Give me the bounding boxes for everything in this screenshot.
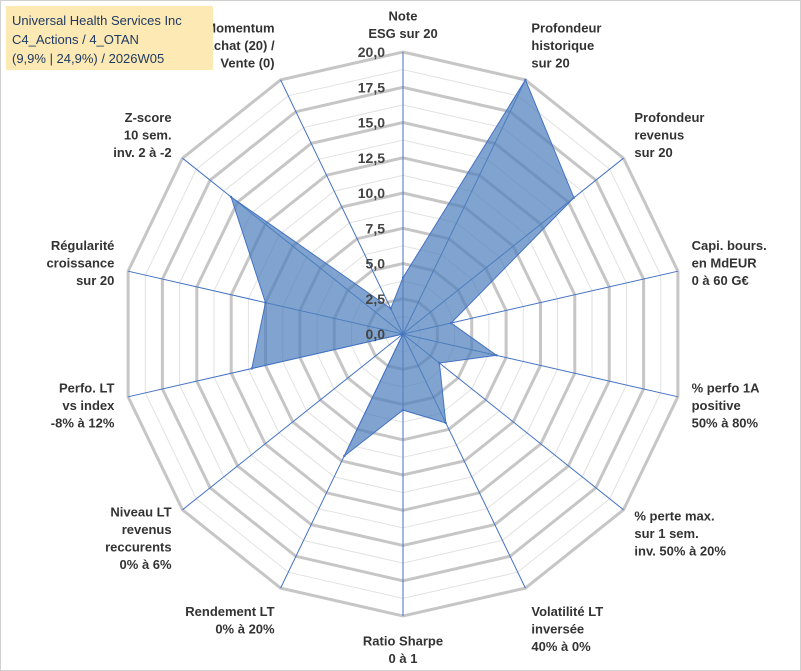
chart-subtitle-category: C4_Actions / 4_OTAN xyxy=(12,32,139,47)
axis-label-line: inv. 2 à -2 xyxy=(113,145,171,160)
tick-label: 5,0 xyxy=(366,256,386,272)
axis-label-line: Capi. bours. xyxy=(692,238,767,253)
radar-tick-labels: 0,0 2,5 5,0 7,5 10,0 12,5 15,0 17,5 20,0 xyxy=(358,44,385,342)
axis-label-9: Niveau LT revenus reccurents 0% à 6% xyxy=(105,505,172,573)
tick-label: 0,0 xyxy=(366,326,386,342)
tick-label: 12,5 xyxy=(358,150,385,166)
axis-label-line: Niveau LT xyxy=(110,505,171,520)
axis-label-line: Note xyxy=(389,9,418,24)
axis-label-line: % perte max. xyxy=(634,509,714,524)
axis-label-line: Vente (0) xyxy=(220,55,274,70)
data-point-0 xyxy=(401,276,405,279)
axis-label-line: historique xyxy=(531,38,594,53)
axis-label-line: -8% à 12% xyxy=(51,415,115,430)
chart-subtitle-period: (9,9% | 24,9%) / 2026W05 xyxy=(12,51,165,66)
data-point-11 xyxy=(264,301,267,304)
tick-label: 15,0 xyxy=(358,115,385,131)
data-point-6 xyxy=(444,421,447,425)
data-point-1 xyxy=(524,78,527,82)
chart-title-box: Universal Health Services Inc C4_Actions… xyxy=(6,6,213,70)
axis-label-line: revenus xyxy=(634,128,684,143)
axis-label-6: Volatilité LT inversée 40% à 0% xyxy=(531,604,603,654)
data-point-12 xyxy=(229,195,233,199)
chart-title: Universal Health Services Inc xyxy=(12,13,182,28)
data-point-9 xyxy=(401,332,405,336)
axis-label-line: Profondeur xyxy=(531,20,601,35)
radar-axis-labels: Note ESG sur 20 Profondeur historique sur 20… xyxy=(46,9,766,667)
axis-label-line: Profondeur xyxy=(634,110,704,125)
axis-label-line: croissance xyxy=(46,256,114,271)
axis-label-line: Momentum xyxy=(205,20,274,35)
axis-spoke-13 xyxy=(280,79,404,335)
axis-label-line: positive xyxy=(692,398,741,413)
data-point-2 xyxy=(572,196,576,199)
axis-label-7: Ratio Sharpe 0 à 1 xyxy=(363,634,443,667)
axis-label-line: inversée xyxy=(531,622,584,637)
axis-label-line: % perfo 1A xyxy=(692,380,761,395)
axis-label-line: Z-score xyxy=(125,110,172,125)
data-point-4 xyxy=(495,354,498,357)
data-point-8 xyxy=(343,454,346,458)
axis-label-line: 40% à 0% xyxy=(531,639,591,654)
data-point-13 xyxy=(389,307,392,310)
axis-label-line: 0% à 20% xyxy=(215,622,275,637)
axis-label-8: Rendement LT 0% à 20% xyxy=(185,604,275,637)
axis-label-line: Régularité xyxy=(51,238,115,253)
axis-label-line: sur 20 xyxy=(76,273,114,288)
data-point-7 xyxy=(401,408,405,412)
axis-label-4: % perfo 1A positive 50% à 80% xyxy=(692,380,761,430)
data-point-5 xyxy=(438,361,441,365)
axis-label-line: Achat (20) / xyxy=(205,38,275,53)
axis-label-line: Rendement LT xyxy=(185,604,274,619)
axis-label-line: reccurents xyxy=(105,540,171,555)
axis-label-3: Capi. bours. en MdEUR 0 à 60 G€ xyxy=(692,238,767,288)
axis-label-2: Profondeur revenus sur 20 xyxy=(634,110,704,160)
axis-label-11: Régularité croissance sur 20 xyxy=(46,238,114,288)
axis-label-line: sur 1 sem. xyxy=(634,526,698,541)
axis-label-line: inv. 50% à 20% xyxy=(634,544,726,559)
tick-label: 20,0 xyxy=(358,44,385,60)
axis-label-10: Perfo. LT vs index -8% à 12% xyxy=(51,380,115,430)
axis-label-line: 0 à 1 xyxy=(389,651,418,666)
tick-label: 2,5 xyxy=(366,291,386,307)
axis-spoke-9 xyxy=(182,333,404,511)
axis-label-line: en MdEUR xyxy=(692,256,758,271)
axis-label-line: Volatilité LT xyxy=(531,604,603,619)
axis-label-12: Z-score 10 sem. inv. 2 à -2 xyxy=(113,110,171,160)
axis-label-line: Ratio Sharpe xyxy=(363,634,443,649)
data-point-10 xyxy=(250,367,253,370)
axis-label-line: revenus xyxy=(122,522,172,537)
axis-label-line: Perfo. LT xyxy=(59,380,114,395)
axis-label-line: 0% à 6% xyxy=(120,557,172,572)
axis-label-13: Momentum Achat (20) / Vente (0) xyxy=(205,20,275,70)
radar-series xyxy=(229,78,576,458)
axis-label-line: ESG sur 20 xyxy=(368,26,437,41)
data-point-3 xyxy=(449,321,453,325)
axis-label-line: 10 sem. xyxy=(124,128,172,143)
axis-label-line: sur 20 xyxy=(531,55,569,70)
axis-label-0: Note ESG sur 20 xyxy=(368,9,437,42)
axis-label-line: 50% à 80% xyxy=(692,415,759,430)
axis-label-1: Profondeur historique sur 20 xyxy=(531,20,601,70)
axis-label-5: % perte max. sur 1 sem. inv. 50% à 20% xyxy=(634,509,726,559)
axis-label-line: 0 à 60 G€ xyxy=(692,273,749,288)
tick-label: 10,0 xyxy=(358,185,385,201)
tick-label: 7,5 xyxy=(366,220,386,236)
axis-label-line: sur 20 xyxy=(634,145,672,160)
tick-label: 17,5 xyxy=(358,79,385,95)
axis-label-line: vs index xyxy=(62,398,115,413)
